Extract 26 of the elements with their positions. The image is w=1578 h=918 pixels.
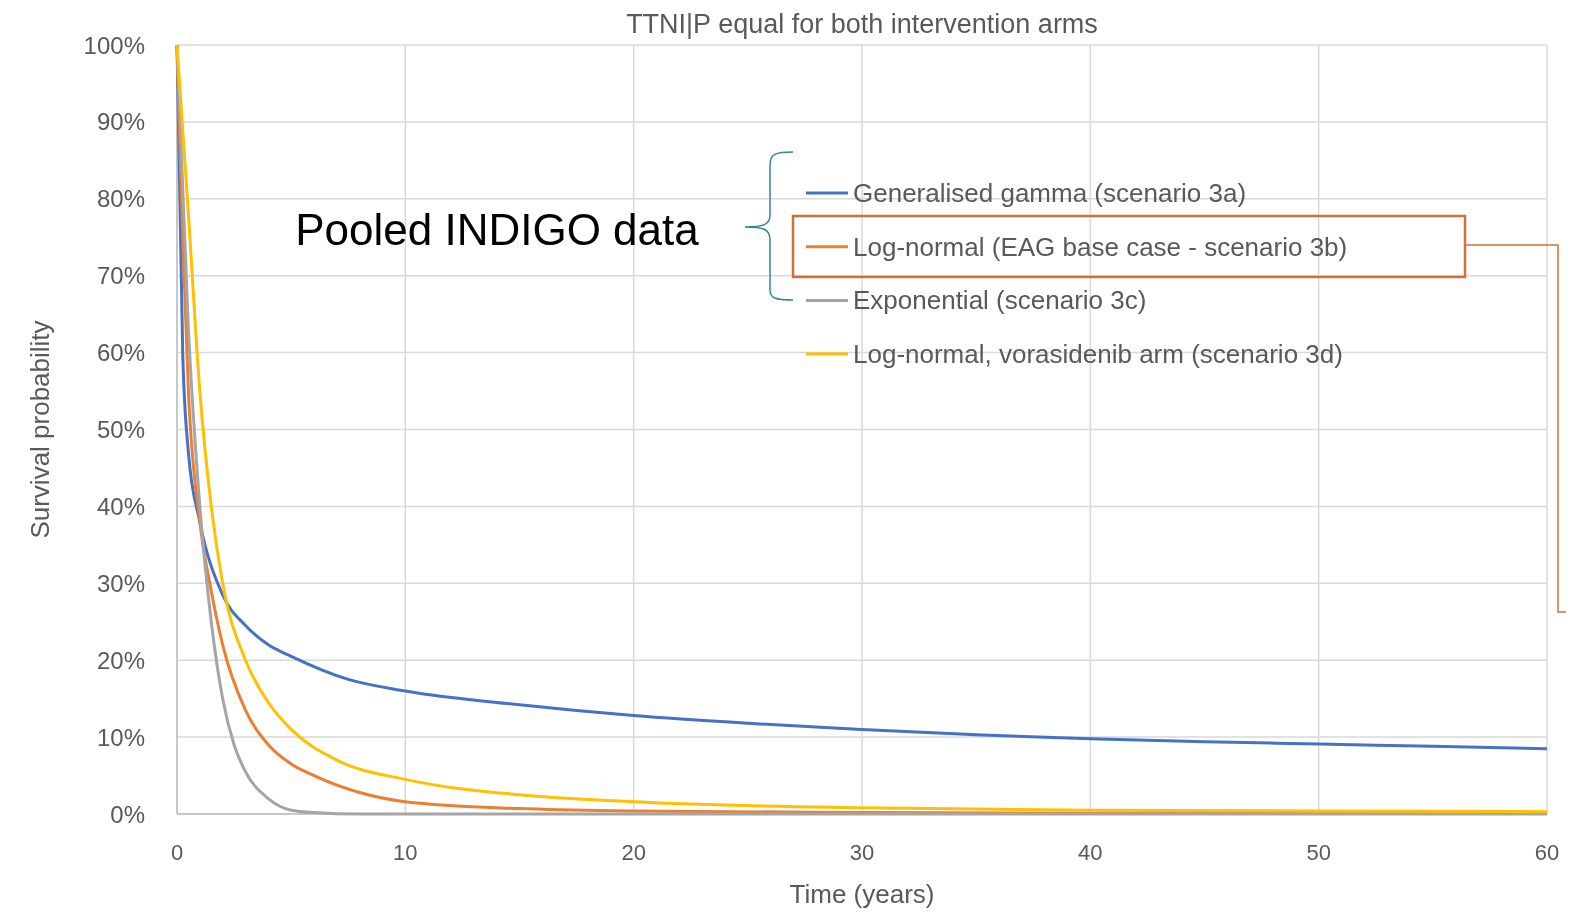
legend-label: Exponential (scenario 3c)	[853, 285, 1147, 316]
legend-label: Log-normal (EAG base case - scenario 3b)	[853, 231, 1348, 262]
y-tick-label: 50%	[96, 416, 145, 443]
x-tick-label: 0	[170, 839, 184, 865]
x-tick-label: 60	[1534, 839, 1560, 865]
y-tick-label: 0%	[110, 800, 145, 828]
x-axis-title: Time (years)	[789, 879, 935, 909]
x-tick-label: 50	[1306, 839, 1331, 865]
y-tick-label: 10%	[96, 723, 145, 751]
chart-title: TTNI|P equal for both intervention arms	[626, 9, 1098, 39]
y-tick-label: 100%	[83, 31, 145, 59]
x-tick-label: 20	[621, 839, 646, 865]
annotation: Pooled INDIGO data	[295, 204, 700, 254]
y-tick-label: 20%	[96, 646, 145, 674]
x-tick-label: 30	[849, 839, 875, 865]
y-tick-label: 40%	[96, 492, 145, 520]
y-axis-title: Survival probability	[25, 320, 55, 539]
x-tick-label: 40	[1078, 839, 1103, 865]
legend-label: Log-normal, vorasidenib arm (scenario 3d)	[853, 339, 1343, 370]
y-tick-label: 60%	[96, 339, 145, 367]
x-tick-label: 10	[393, 839, 418, 865]
y-tick-label: 80%	[96, 185, 145, 213]
y-tick-label: 70%	[96, 262, 145, 290]
legend-label: Generalised gamma (scenario 3a)	[853, 178, 1247, 208]
y-tick-label: 30%	[96, 569, 145, 597]
y-tick-label: 90%	[96, 108, 145, 136]
